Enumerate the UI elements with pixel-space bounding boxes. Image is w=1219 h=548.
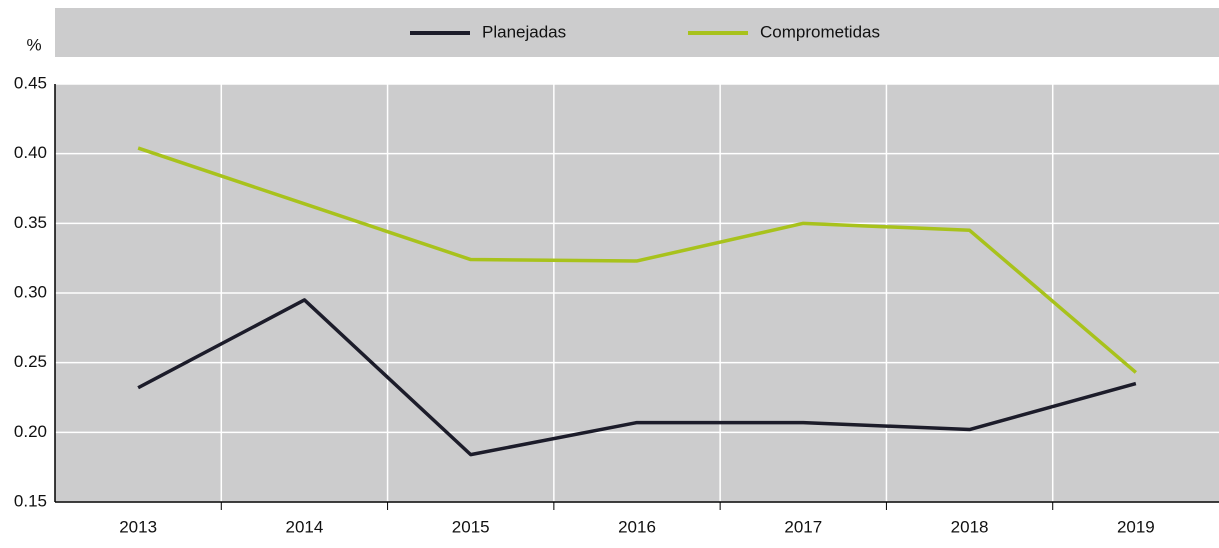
legend-background: [55, 8, 1219, 57]
x-tick-label: 2014: [286, 517, 324, 536]
x-tick-label: 2017: [784, 517, 822, 536]
y-tick-label: 0.35: [14, 213, 47, 232]
y-tick-label: 0.45: [14, 73, 47, 92]
series-line: [137, 298, 1137, 457]
y-tick-label: 0.15: [14, 491, 47, 510]
y-tick-label: 0.25: [14, 352, 47, 371]
series-line: [137, 146, 1137, 374]
x-tick-label: 2015: [452, 517, 490, 536]
y-tick-label: 0.30: [14, 282, 47, 301]
x-tick-label: 2013: [119, 517, 157, 536]
y-tick-label: 0.40: [14, 143, 47, 162]
x-tick-label: 2016: [618, 517, 656, 536]
legend-label: Planejadas: [482, 22, 566, 41]
legend-label: Comprometidas: [760, 22, 880, 41]
y-axis-unit: %: [26, 35, 41, 54]
y-tick-label: 0.20: [14, 422, 47, 441]
x-tick-label: 2018: [951, 517, 989, 536]
x-tick-label: 2019: [1117, 517, 1155, 536]
